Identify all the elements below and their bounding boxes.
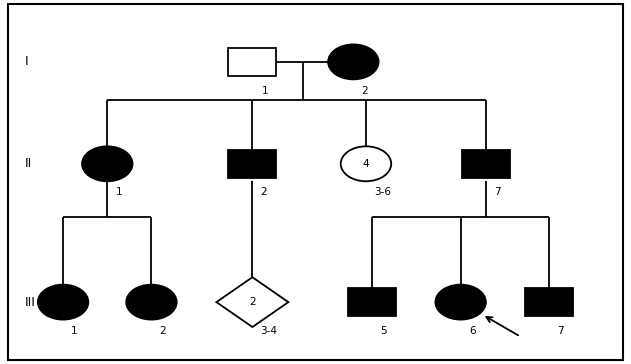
Bar [462,150,510,178]
Text: 2: 2 [261,187,267,197]
Text: 6: 6 [469,326,475,336]
Ellipse shape [38,285,88,320]
Polygon shape [216,277,288,327]
Text: 2: 2 [249,297,256,307]
Bar [525,288,573,316]
Text: III: III [25,296,36,309]
Ellipse shape [341,146,391,181]
Ellipse shape [126,285,177,320]
Bar [228,48,276,76]
Text: 1: 1 [71,326,78,336]
Ellipse shape [435,285,486,320]
Text: 4: 4 [363,159,369,169]
Text: 5: 5 [380,326,387,336]
Bar [228,150,276,178]
Text: 7: 7 [557,326,563,336]
Text: I: I [25,55,29,68]
Text: II: II [25,157,32,170]
Text: 1: 1 [115,187,122,197]
Text: 3-4: 3-4 [261,326,278,336]
Bar [348,288,396,316]
Text: 2: 2 [160,326,166,336]
Ellipse shape [328,44,379,79]
Text: 1: 1 [262,86,268,95]
Text: 7: 7 [494,187,500,197]
Ellipse shape [82,146,133,181]
Text: 2: 2 [362,86,368,95]
Text: 3-6: 3-6 [374,187,391,197]
